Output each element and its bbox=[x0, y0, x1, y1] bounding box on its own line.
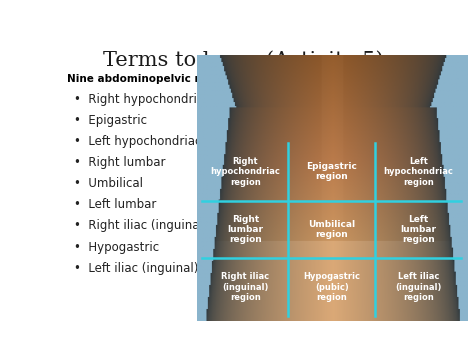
Text: © 2014 Pearson Education, Inc.: © 2014 Pearson Education, Inc. bbox=[266, 304, 366, 309]
Text: •  Left iliac (inguinal): • Left iliac (inguinal) bbox=[74, 262, 198, 274]
Text: Umbilical
region: Umbilical region bbox=[308, 220, 356, 239]
Text: Left iliac
(inguinal)
region: Left iliac (inguinal) region bbox=[395, 272, 441, 302]
Text: Terms to know (Activity 5): Terms to know (Activity 5) bbox=[102, 51, 383, 71]
Text: •  Left hypochondriac: • Left hypochondriac bbox=[74, 135, 201, 148]
Text: Right
hypochondriac
region: Right hypochondriac region bbox=[210, 157, 280, 187]
Text: •  Right lumbar: • Right lumbar bbox=[74, 156, 165, 169]
Text: Nine abdominopelvic regions (and organs in each regions):: Nine abdominopelvic regions (and organs … bbox=[66, 74, 416, 84]
Text: •  Umbilical: • Umbilical bbox=[74, 178, 143, 190]
Text: Epigastric
region: Epigastric region bbox=[306, 162, 357, 181]
Text: •  Right iliac (inguinal): • Right iliac (inguinal) bbox=[74, 219, 208, 233]
Text: Hypogastric
(pubic)
region: Hypogastric (pubic) region bbox=[303, 272, 360, 302]
Text: Right
lumbar
region: Right lumbar region bbox=[228, 214, 263, 244]
Text: Left
lumbar
region: Left lumbar region bbox=[401, 214, 436, 244]
Text: (a) Nine regions delineated by four planes: (a) Nine regions delineated by four plan… bbox=[216, 296, 417, 305]
Text: •  Right hypochondriac: • Right hypochondriac bbox=[74, 93, 210, 106]
Bar bbox=[212, 85, 421, 290]
Text: •  Epigastric: • Epigastric bbox=[74, 114, 147, 127]
Text: •  Left lumbar: • Left lumbar bbox=[74, 198, 156, 212]
Text: Left
hypochondriac
region: Left hypochondriac region bbox=[383, 157, 453, 187]
Text: Right iliac
(inguinal)
region: Right iliac (inguinal) region bbox=[221, 272, 269, 302]
Text: •  Hypogastric: • Hypogastric bbox=[74, 240, 159, 253]
